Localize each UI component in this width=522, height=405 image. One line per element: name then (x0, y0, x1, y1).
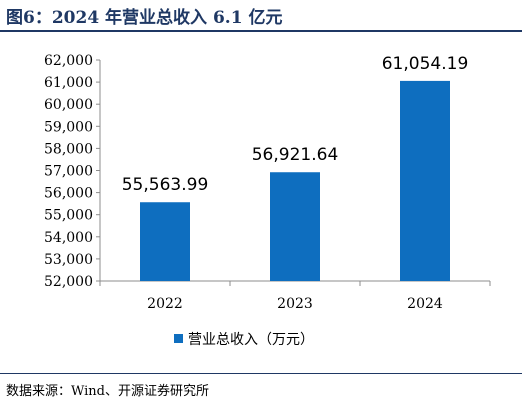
bars (140, 80, 450, 281)
y-tick-label: 62,000 (44, 53, 93, 69)
y-axis: 52,000 53,000 54,000 55,000 56,000 57,000 58,0… (44, 53, 101, 290)
y-tick-label: 56,000 (44, 186, 93, 202)
data-labels: 55,563.99 56,921.64 61,054.19 (122, 54, 469, 195)
bar-2023 (270, 172, 320, 281)
bar-2024 (400, 80, 450, 281)
legend: 营业总收入（万元） (174, 332, 314, 348)
y-tick-label: 61,000 (44, 75, 93, 91)
x-axis: 2022 2023 2024 (99, 280, 491, 312)
y-tick-label: 55,000 (44, 208, 93, 224)
data-label-2023: 56,921.64 (252, 145, 339, 165)
y-tick-label: 52,000 (44, 274, 93, 290)
y-tick-label: 59,000 (44, 119, 93, 135)
data-label-2024: 61,054.19 (382, 54, 469, 74)
legend-label: 营业总收入（万元） (188, 332, 314, 348)
y-tick-label: 57,000 (44, 164, 93, 180)
y-tick-label: 58,000 (44, 141, 93, 157)
bottom-rule (0, 373, 522, 374)
bar-2022 (140, 202, 190, 281)
x-tick-label-2024: 2024 (407, 296, 443, 312)
bar-chart: 52,000 53,000 54,000 55,000 56,000 57,000 58,0… (44, 53, 491, 348)
x-tick-label-2023: 2023 (277, 296, 313, 312)
y-tick-label: 60,000 (44, 97, 93, 113)
title-rule (0, 30, 522, 32)
y-tick-label: 53,000 (44, 252, 93, 268)
data-label-2022: 55,563.99 (122, 175, 209, 195)
source-note: 数据来源：Wind、开源证券研究所 (6, 384, 209, 399)
legend-swatch (174, 334, 183, 343)
x-tick-label-2022: 2022 (147, 296, 183, 312)
figure-title: 图6：2024 年营业总收入 6.1 亿元 (6, 8, 283, 28)
y-tick-label: 54,000 (44, 230, 93, 246)
